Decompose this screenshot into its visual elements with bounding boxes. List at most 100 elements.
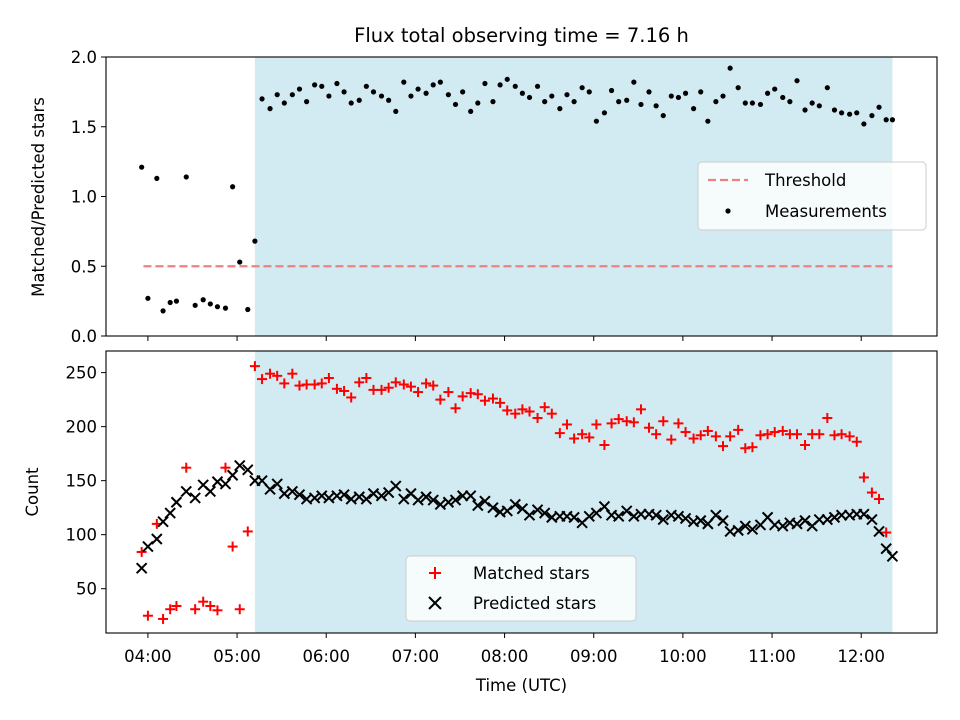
measurement-point: [653, 103, 659, 109]
matched-star-point: [881, 527, 892, 538]
measurement-point: [348, 100, 354, 106]
measurement-point: [838, 110, 845, 116]
predicted-star-point: [157, 516, 169, 528]
measurement-point: [415, 86, 421, 92]
measurement-point: [624, 97, 630, 103]
measurement-point: [668, 93, 674, 99]
matched-star-point: [257, 374, 268, 385]
matched-star-point: [532, 412, 543, 423]
measurement-point: [296, 86, 303, 92]
predicted-star-point: [487, 501, 499, 514]
matched-star-point: [158, 613, 169, 624]
predicted-star-point: [442, 496, 455, 508]
matched-star-point: [546, 408, 557, 419]
matched-star-point: [413, 387, 424, 398]
legend-threshold-label: Threshold: [764, 171, 846, 190]
predicted-star-point: [583, 510, 595, 523]
predicted-star-point: [695, 514, 707, 527]
predicted-star-point: [672, 510, 685, 523]
matched-star-point: [294, 380, 305, 391]
predicted-star-point: [375, 490, 388, 502]
predicted-star-point: [256, 474, 268, 487]
measurement-point: [571, 99, 577, 105]
predicted-stars-series: [135, 459, 899, 574]
matched-star-point: [858, 472, 869, 483]
measurement-point: [222, 305, 229, 311]
x-axis-label: Time (UTC): [475, 676, 567, 695]
bottom-axes-frame: [105, 350, 938, 634]
matched-star-point: [718, 441, 729, 452]
predicted-star-point: [189, 492, 201, 504]
measurement-point: [720, 93, 726, 99]
measurement-point: [274, 92, 280, 98]
top-y-tick-label: 1.5: [71, 118, 97, 137]
matched-star-point: [316, 378, 327, 389]
measurement-point: [557, 106, 563, 112]
matched-star-point: [680, 427, 691, 438]
bottom-y-ticks: 50 100 150 200 250: [66, 364, 106, 599]
measurement-point: [475, 100, 481, 106]
matched-star-point: [584, 432, 595, 443]
measurement-point: [452, 101, 459, 108]
matched-star-point: [577, 429, 588, 440]
measurement-point: [824, 85, 830, 91]
bottom-x-tick-label: 05:00: [213, 647, 261, 666]
measurement-point: [593, 118, 599, 124]
measurement-point: [816, 103, 822, 109]
matched-star-point: [212, 605, 223, 616]
matched-star-point: [814, 429, 825, 440]
bottom-axes: 50 100 150 200 250 04:00 05:00 06:00 07:00 08:00…: [23, 350, 938, 695]
measurement-point: [497, 82, 503, 88]
matched-star-point: [777, 425, 788, 436]
measurement-point: [638, 101, 644, 108]
predicted-star-point: [799, 514, 811, 527]
measurement-point: [154, 175, 160, 181]
predicted-star-point: [211, 476, 224, 488]
matched-star-point: [510, 408, 521, 419]
measurement-point: [237, 259, 243, 265]
bottom-y-axis-label: Count: [23, 467, 42, 517]
predicted-star-point: [234, 459, 246, 472]
matched-star-point: [644, 422, 655, 433]
legend-measurements-swatch: [725, 208, 731, 214]
predicted-star-point: [791, 518, 803, 530]
measurement-point: [534, 83, 541, 89]
measurement-point: [341, 89, 347, 95]
measurement-point: [145, 295, 151, 301]
matched-star-point: [591, 419, 602, 430]
matched-star-point: [331, 383, 342, 394]
matched-star-point: [272, 370, 283, 381]
measurement-point: [363, 83, 369, 89]
bottom-legend: Matched stars Predicted stars: [405, 555, 637, 622]
matched-star-point: [279, 378, 290, 389]
measurement-point: [749, 100, 756, 106]
matched-star-point: [695, 430, 706, 441]
predicted-star-point: [710, 509, 722, 521]
matched-star-point: [287, 368, 298, 379]
bottom-x-ticks: 04:00 05:00 06:00 07:00 08:00 09:00 10:00 11:00…: [124, 633, 885, 666]
matched-star-point: [851, 436, 862, 447]
predicted-star-point: [612, 510, 625, 523]
predicted-star-point: [226, 469, 239, 481]
predicted-star-point: [464, 490, 477, 502]
predicted-star-point: [777, 520, 789, 532]
matched-star-point: [517, 404, 528, 415]
measurement-point: [334, 80, 340, 87]
predicted-star-point: [702, 518, 714, 530]
measurement-point: [281, 100, 287, 106]
measurement-point: [230, 184, 236, 190]
predicted-star-point: [866, 513, 878, 526]
matched-star-point: [428, 380, 439, 391]
measurement-point: [139, 164, 145, 170]
predicted-star-point: [873, 525, 885, 538]
measurement-point: [601, 110, 608, 116]
matched-star-point: [561, 419, 572, 430]
matched-star-point: [309, 379, 320, 390]
measurement-point: [831, 107, 838, 113]
measurement-point: [252, 238, 258, 244]
predicted-star-point: [420, 491, 432, 503]
matched-star-point: [829, 430, 840, 441]
predicted-star-point: [316, 490, 328, 502]
matched-star-point: [450, 403, 461, 414]
